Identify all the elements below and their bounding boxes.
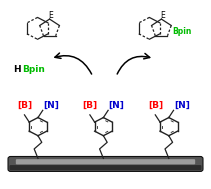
Text: [B]: [B] bbox=[17, 100, 32, 109]
Text: E: E bbox=[160, 11, 165, 20]
Text: E: E bbox=[48, 11, 53, 20]
FancyBboxPatch shape bbox=[8, 156, 203, 171]
Text: [N]: [N] bbox=[174, 100, 190, 109]
FancyBboxPatch shape bbox=[16, 159, 195, 164]
Text: Bpin: Bpin bbox=[172, 27, 192, 36]
Text: H: H bbox=[13, 65, 20, 74]
Text: [B]: [B] bbox=[148, 100, 163, 109]
Text: [N]: [N] bbox=[108, 100, 124, 109]
Text: [B]: [B] bbox=[83, 100, 98, 109]
Text: Bpin: Bpin bbox=[22, 65, 45, 74]
Text: [N]: [N] bbox=[43, 100, 59, 109]
FancyBboxPatch shape bbox=[9, 165, 202, 170]
